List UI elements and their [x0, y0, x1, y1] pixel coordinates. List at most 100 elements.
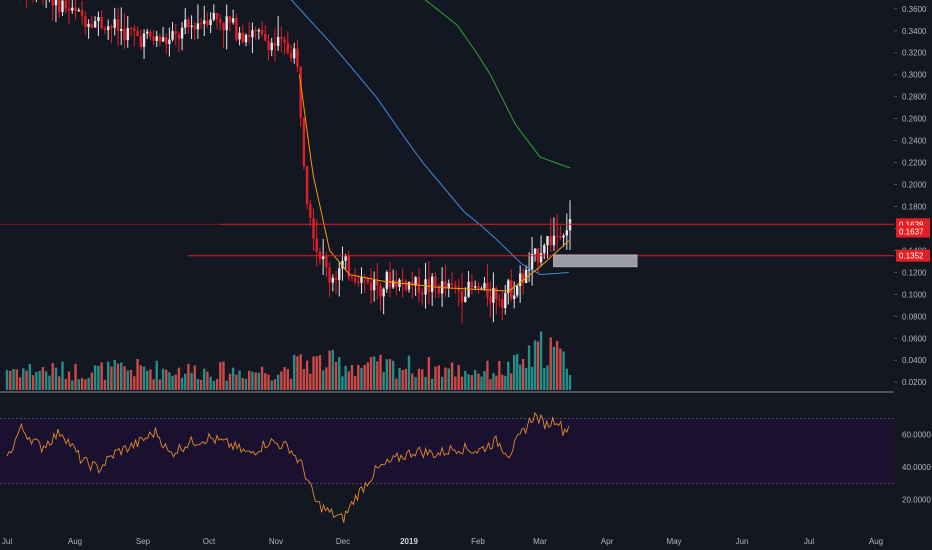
candle-body	[501, 299, 504, 309]
candle-body	[133, 28, 136, 31]
candle-body	[424, 279, 427, 295]
volume-bar	[12, 369, 15, 390]
price-tag-box	[896, 249, 930, 262]
volume-bar	[474, 370, 477, 390]
candle-body	[248, 34, 251, 38]
volume-bar	[424, 376, 427, 390]
volume-bar	[171, 375, 174, 390]
volume-bar	[110, 366, 113, 390]
candle-body	[260, 30, 264, 35]
volume-bars	[5, 331, 572, 390]
price-tick-label: 0.3200	[902, 49, 927, 58]
volume-bar	[483, 371, 486, 390]
volume-bar	[283, 367, 286, 390]
volume-bar	[190, 372, 193, 390]
x-tick-label: Oct	[203, 537, 216, 546]
volume-bar	[318, 355, 322, 390]
volume-bar	[331, 350, 335, 390]
candle-body	[257, 30, 261, 32]
volume-bar	[470, 375, 474, 390]
volume-bar	[161, 368, 165, 390]
x-tick-label: Aug	[869, 537, 883, 546]
volume-bar	[467, 374, 470, 390]
volume-bar	[77, 379, 81, 390]
candle-body	[71, 7, 74, 11]
candle-body	[235, 18, 238, 40]
x-tick-label: May	[666, 537, 681, 546]
volume-bar	[248, 370, 251, 390]
volume-bar	[524, 367, 528, 390]
volume-bar	[385, 359, 389, 390]
volume-bar	[61, 361, 64, 390]
candle-body	[460, 291, 464, 303]
volume-bar	[100, 362, 103, 390]
volume-bar	[31, 375, 35, 390]
volume-bar	[309, 373, 312, 390]
candle-body	[180, 27, 184, 39]
volume-bar	[549, 337, 552, 390]
candle-body	[177, 33, 181, 39]
volume-bar	[546, 365, 549, 390]
volume-bar	[203, 368, 206, 390]
rsi-tick-label: 40.0000	[902, 463, 931, 472]
candle-body	[379, 285, 382, 297]
candle-body	[225, 16, 228, 31]
volume-bar	[434, 366, 437, 390]
volume-bar	[321, 370, 325, 390]
volume-bar	[129, 369, 133, 390]
candle-body	[190, 25, 193, 28]
volume-bar	[527, 345, 531, 390]
rsi-line	[6, 411, 570, 523]
volume-bar	[460, 376, 464, 390]
volume-bar	[276, 374, 280, 390]
volume-bar	[67, 371, 71, 390]
candle-body	[158, 36, 162, 42]
horizontal-levels	[0, 223, 894, 268]
volume-bar	[180, 377, 184, 390]
candle-body	[407, 281, 411, 290]
price-tick-label: 0.2200	[902, 159, 927, 168]
volume-bar	[260, 366, 264, 390]
candle-body	[146, 31, 149, 34]
price-tick-label: 0.3600	[902, 5, 927, 14]
candle-body	[565, 230, 568, 236]
candle-body	[357, 281, 360, 283]
volume-bar	[35, 371, 38, 390]
volume-bar	[251, 371, 254, 390]
candle-body	[215, 13, 219, 20]
candle-body	[113, 19, 116, 28]
price-tick-label: 0.3000	[902, 71, 927, 80]
candle-body	[321, 256, 325, 260]
volume-bar	[254, 372, 257, 390]
candle-body	[341, 260, 344, 269]
candle-body	[518, 273, 522, 287]
candle-body	[64, 0, 67, 9]
volume-bar	[299, 354, 302, 390]
candle-body	[228, 16, 232, 23]
candle-body	[289, 52, 293, 59]
candle-body	[401, 279, 404, 281]
volume-bar	[87, 377, 90, 390]
volume-bar	[193, 365, 196, 390]
volume-bar	[395, 378, 398, 390]
price-tick-label: 0.1000	[902, 290, 927, 299]
volume-bar	[296, 356, 299, 390]
candle-body	[434, 276, 437, 286]
volume-bar	[477, 373, 480, 390]
candle-body	[100, 17, 103, 29]
volume-bar	[168, 372, 171, 390]
volume-bar	[5, 370, 9, 390]
x-tick-label: Jun	[736, 537, 749, 546]
volume-bar	[155, 360, 158, 390]
candle-body	[106, 26, 110, 31]
candle-body	[325, 256, 328, 268]
price-tag-label: 0.1352	[899, 252, 924, 261]
volume-bar	[90, 372, 94, 390]
candle-body	[507, 280, 510, 293]
candle-body	[530, 253, 534, 270]
volume-bar	[199, 379, 203, 390]
volume-bar	[44, 371, 48, 390]
